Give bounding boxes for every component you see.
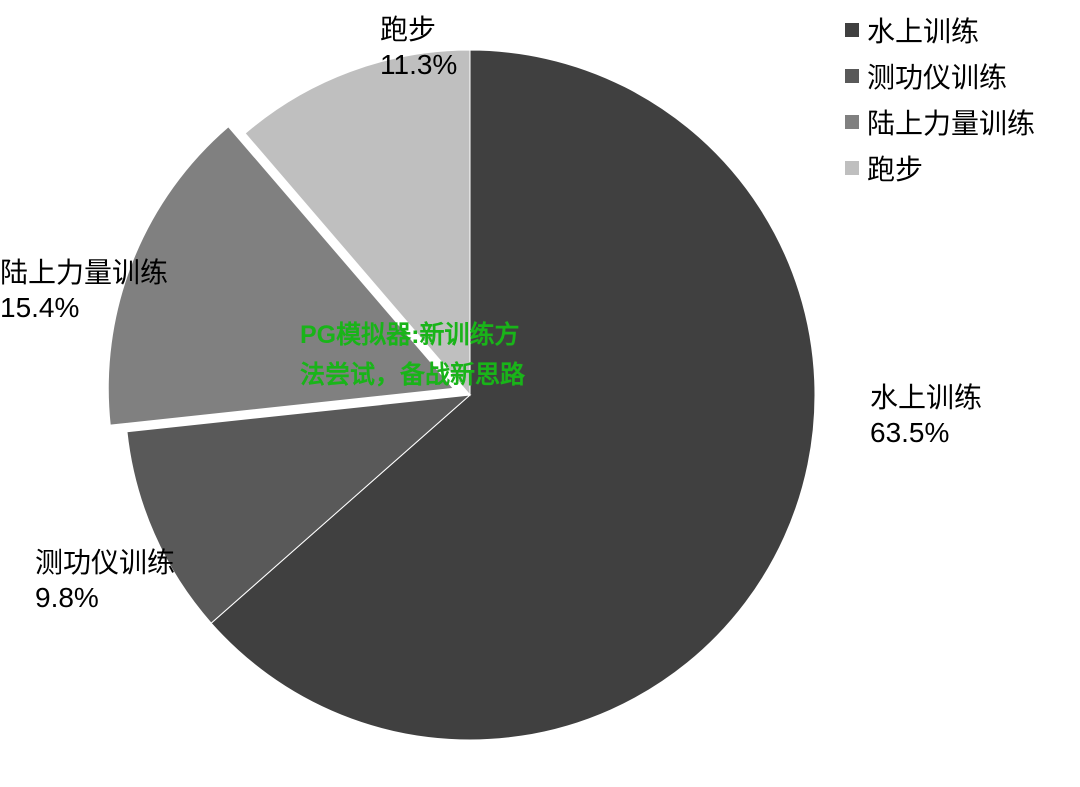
legend-swatch-1 [845, 69, 859, 83]
legend-label-0: 水上训练 [867, 10, 979, 50]
legend-swatch-0 [845, 23, 859, 37]
slice-label-2: 陆上力量训练 15.4% [0, 255, 168, 325]
slice-label-1: 测功仪训练 9.8% [35, 545, 175, 615]
legend-label-3: 跑步 [867, 148, 923, 188]
pie-chart-container: 水上训练 63.5% 测功仪训练 9.8% 陆上力量训练 15.4% 跑步 11… [0, 0, 1080, 787]
slice-label-3-name: 跑步 [380, 12, 457, 47]
legend-label-1: 测功仪训练 [867, 56, 1007, 96]
legend-item-0: 水上训练 [845, 10, 1035, 50]
slice-label-2-name: 陆上力量训练 [0, 255, 168, 290]
slice-label-2-pct: 15.4% [0, 290, 168, 325]
slice-label-0: 水上训练 63.5% [870, 380, 982, 450]
legend-item-1: 测功仪训练 [845, 56, 1035, 96]
slice-label-3: 跑步 11.3% [380, 12, 457, 82]
legend-swatch-2 [845, 115, 859, 129]
legend-item-3: 跑步 [845, 148, 1035, 188]
overlay-watermark: PG模拟器:新训练方 法尝试，备战新思路 [300, 315, 560, 395]
overlay-line-1: PG模拟器:新训练方 [300, 315, 560, 355]
slice-label-0-name: 水上训练 [870, 380, 982, 415]
overlay-line-2: 法尝试，备战新思路 [300, 355, 560, 395]
legend: 水上训练 测功仪训练 陆上力量训练 跑步 [845, 10, 1035, 188]
legend-label-2: 陆上力量训练 [867, 102, 1035, 142]
slice-label-1-pct: 9.8% [35, 580, 175, 615]
slice-label-1-name: 测功仪训练 [35, 545, 175, 580]
slice-label-3-pct: 11.3% [380, 47, 457, 82]
legend-item-2: 陆上力量训练 [845, 102, 1035, 142]
slice-label-0-pct: 63.5% [870, 415, 982, 450]
legend-swatch-3 [845, 161, 859, 175]
